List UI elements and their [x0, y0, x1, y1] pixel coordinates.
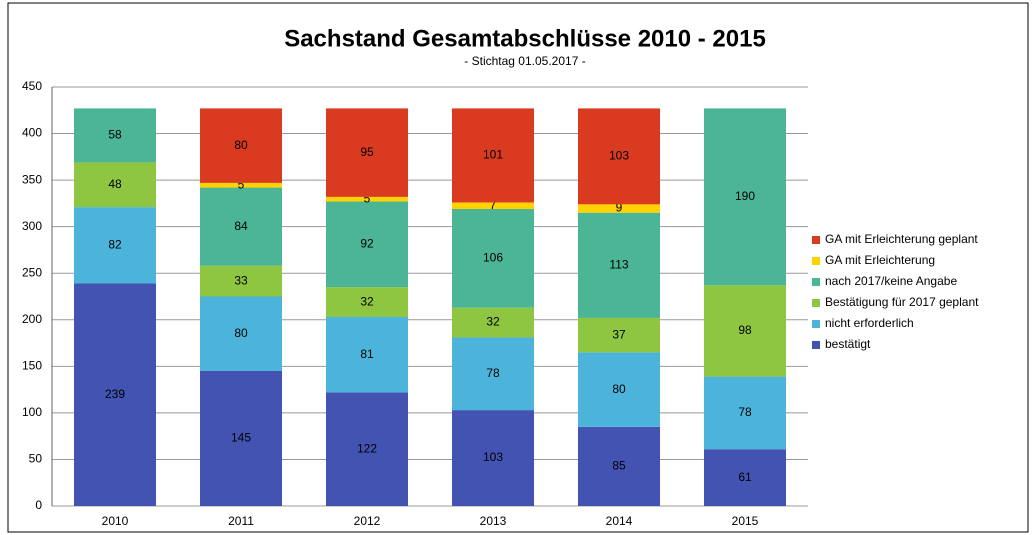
x-tick-label: 2014: [606, 514, 633, 528]
data-label: 80: [612, 382, 626, 396]
data-label: 190: [735, 189, 755, 203]
data-label: 33: [234, 273, 248, 287]
data-label: 80: [234, 326, 248, 340]
x-tick-label: 2013: [480, 514, 507, 528]
data-label: 106: [483, 250, 503, 264]
data-label: 5: [238, 177, 245, 191]
bar-segment: [200, 187, 282, 266]
bar-segment: [326, 316, 408, 393]
bar-segment: [326, 201, 408, 288]
data-label: 37: [612, 327, 626, 341]
data-label: 113: [609, 257, 628, 271]
chart-title: Sachstand Gesamtabschlüsse 2010 - 2015: [284, 25, 766, 52]
bar-segment: [578, 352, 660, 427]
data-label: 101: [483, 148, 503, 162]
data-label: 239: [105, 387, 125, 401]
x-tick-label: 2015: [732, 514, 759, 528]
bar-segment: [578, 204, 660, 213]
bar-segment: [704, 449, 786, 506]
legend-label: GA mit Erleichterung geplant: [825, 232, 978, 246]
data-label: 145: [231, 431, 251, 445]
x-tick-label: 2012: [354, 514, 381, 528]
y-tick-label: 150: [22, 359, 42, 373]
bar-segment: [578, 426, 660, 506]
bar-segment: [74, 108, 156, 163]
legend-label: Bestätigung für 2017 geplant: [825, 295, 979, 309]
legend-swatch: [812, 320, 820, 328]
data-label: 78: [486, 366, 500, 380]
y-tick-label: 0: [35, 498, 42, 512]
data-label: 81: [360, 347, 374, 361]
data-label: 9: [616, 201, 623, 215]
y-tick-label: 400: [22, 126, 42, 140]
legend-swatch: [812, 341, 820, 349]
bar-segment: [452, 202, 534, 209]
bar-segment: [326, 287, 408, 317]
data-label: 32: [486, 315, 500, 329]
bar-segment: [74, 207, 156, 284]
data-label: 84: [234, 219, 248, 233]
bar-segment: [578, 212, 660, 318]
legend-swatch: [812, 257, 820, 265]
bar-segment: [200, 296, 282, 371]
data-label: 82: [108, 237, 122, 251]
bar-segment: [452, 108, 534, 203]
y-tick-label: 200: [22, 312, 42, 326]
data-label: 7: [490, 198, 497, 212]
bar-segment: [704, 108, 786, 286]
data-label: 85: [612, 459, 626, 473]
data-label: 48: [108, 177, 122, 191]
bar-segment: [74, 283, 156, 506]
data-label: 95: [360, 145, 374, 159]
data-label: 58: [108, 128, 122, 142]
data-label: 122: [357, 441, 377, 455]
bar-segment: [578, 108, 660, 205]
y-tick-label: 50: [29, 452, 43, 466]
y-tick-label: 300: [22, 219, 42, 233]
data-label: 61: [738, 470, 752, 484]
bar-segment: [326, 196, 408, 202]
y-tick-label: 450: [22, 79, 42, 93]
bar-segment: [200, 108, 282, 183]
legend-label: nach 2017/keine Angabe: [825, 274, 957, 288]
bar-segment: [452, 410, 534, 506]
bar-segment: [326, 108, 408, 197]
bar-segment: [200, 370, 282, 506]
data-label: 5: [364, 191, 371, 205]
bar-segment: [452, 208, 534, 308]
frame: [7, 2, 1029, 533]
bar-segment: [200, 182, 282, 188]
bar-segment: [704, 285, 786, 377]
data-label: 80: [234, 138, 248, 152]
data-label: 78: [738, 405, 752, 419]
x-tick-label: 2011: [228, 514, 254, 528]
y-tick-label: 350: [22, 172, 42, 186]
legend-label: GA mit Erleichterung: [825, 253, 935, 267]
data-label: 103: [609, 149, 629, 163]
chart-subtitle: - Stichtag 01.05.2017 -: [464, 54, 585, 68]
x-tick-label: 2010: [102, 514, 129, 528]
data-label: 103: [483, 450, 503, 464]
bar-segment: [326, 392, 408, 506]
bar-segment: [452, 337, 534, 411]
legend-swatch: [812, 299, 820, 307]
bar-segment: [200, 265, 282, 297]
legend-label: nicht erforderlich: [825, 316, 914, 330]
y-tick-label: 250: [22, 265, 42, 279]
bar-segment: [578, 317, 660, 353]
legend-label: bestätigt: [825, 337, 871, 351]
data-label: 32: [360, 294, 374, 308]
legend-swatch: [812, 278, 820, 286]
bar-segment: [74, 162, 156, 208]
bar-segment: [452, 307, 534, 338]
data-label: 98: [738, 323, 752, 337]
legend-swatch: [812, 236, 820, 244]
bar-segment: [704, 376, 786, 450]
data-label: 92: [360, 237, 374, 251]
y-tick-label: 100: [22, 405, 42, 419]
